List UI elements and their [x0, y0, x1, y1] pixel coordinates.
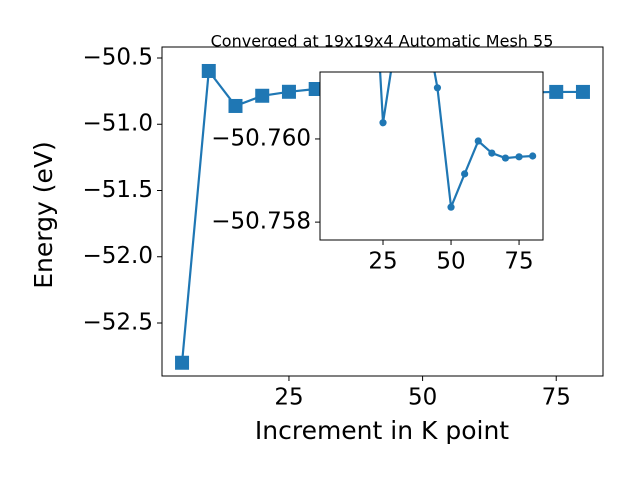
data-point — [488, 149, 496, 157]
data-point — [474, 137, 482, 145]
data-point — [575, 84, 590, 99]
y-tick-label: −52.5 — [83, 309, 153, 335]
x-tick-label: 25 — [274, 385, 303, 411]
data-point — [201, 63, 216, 78]
series — [379, 11, 537, 211]
data-point — [433, 84, 442, 92]
x-tick-label: 75 — [504, 249, 533, 275]
axes-frame — [319, 71, 544, 241]
data-point — [175, 355, 190, 370]
data-point — [281, 84, 296, 99]
data-point — [501, 154, 510, 162]
data-point — [228, 98, 243, 113]
data-point — [308, 82, 323, 97]
chart-title: Converged at 19x19x4 Automatic Mesh 55 — [211, 32, 554, 51]
x-tick-label: 75 — [542, 385, 571, 411]
axes-frame — [161, 46, 604, 377]
y-tick-label: −51.5 — [83, 177, 153, 203]
data-point — [379, 119, 387, 127]
data-point — [529, 152, 537, 160]
x-axis-label: Increment in K point — [255, 416, 509, 445]
x-tick-label: 25 — [368, 249, 397, 275]
y-tick-label: −50.758 — [211, 209, 311, 235]
x-tick-label: 50 — [408, 385, 437, 411]
x-tick-label: 50 — [436, 249, 465, 275]
y-axis-label: Energy (eV) — [29, 141, 58, 288]
y-tick-label: −51.0 — [83, 111, 153, 137]
data-point — [549, 84, 564, 99]
data-point — [255, 88, 270, 103]
y-tick-label: −50.5 — [83, 44, 153, 70]
data-point — [447, 203, 455, 211]
y-tick-label: −52.0 — [83, 243, 153, 269]
y-tick-label: −50.760 — [211, 125, 311, 151]
data-point — [420, 11, 427, 18]
plot-area — [320, 72, 543, 240]
data-point — [461, 170, 469, 178]
data-point — [515, 153, 523, 161]
